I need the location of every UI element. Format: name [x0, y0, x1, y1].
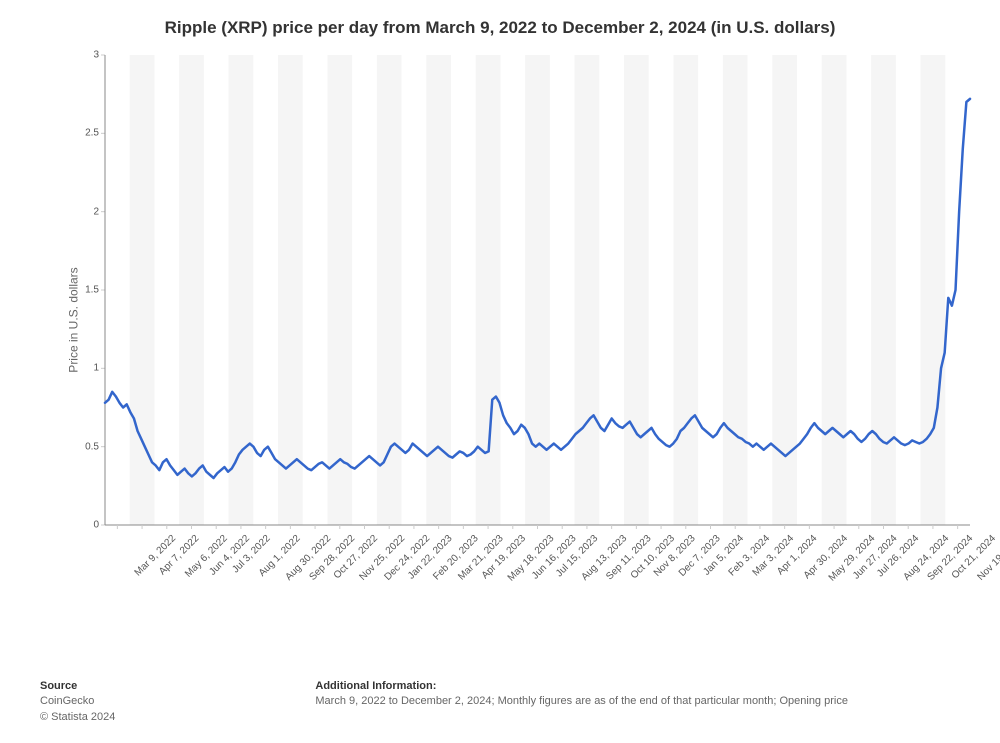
- y-tick-label: 0.5: [85, 441, 99, 452]
- info-label: Additional Information:: [315, 680, 848, 692]
- y-axis-ticks: 00.511.522.53: [65, 55, 105, 525]
- y-tick-label: 2.5: [85, 128, 99, 139]
- y-tick-label: 2: [93, 206, 99, 217]
- footer: Source CoinGecko © Statista 2024 Additio…: [40, 680, 960, 725]
- info-text: March 9, 2022 to December 2, 2024; Month…: [315, 694, 848, 709]
- y-tick-label: 1.5: [85, 285, 99, 296]
- info-block: Additional Information: March 9, 2022 to…: [315, 680, 848, 725]
- x-axis-ticks: Mar 9, 2022Apr 7, 2022May 6, 2022Jun 4, …: [105, 525, 970, 645]
- source-label: Source: [40, 680, 115, 692]
- y-tick-label: 1: [93, 363, 99, 374]
- chart-container: Price in U.S. dollars 00.511.522.53 Mar …: [65, 55, 970, 585]
- chart-title: Ripple (XRP) price per day from March 9,…: [0, 0, 1000, 38]
- source-block: Source CoinGecko © Statista 2024: [40, 680, 115, 725]
- line-chart: [105, 55, 970, 525]
- copyright-text: © Statista 2024: [40, 710, 115, 725]
- y-tick-label: 0: [93, 520, 99, 531]
- source-text: CoinGecko: [40, 694, 115, 709]
- y-tick-label: 3: [93, 50, 99, 61]
